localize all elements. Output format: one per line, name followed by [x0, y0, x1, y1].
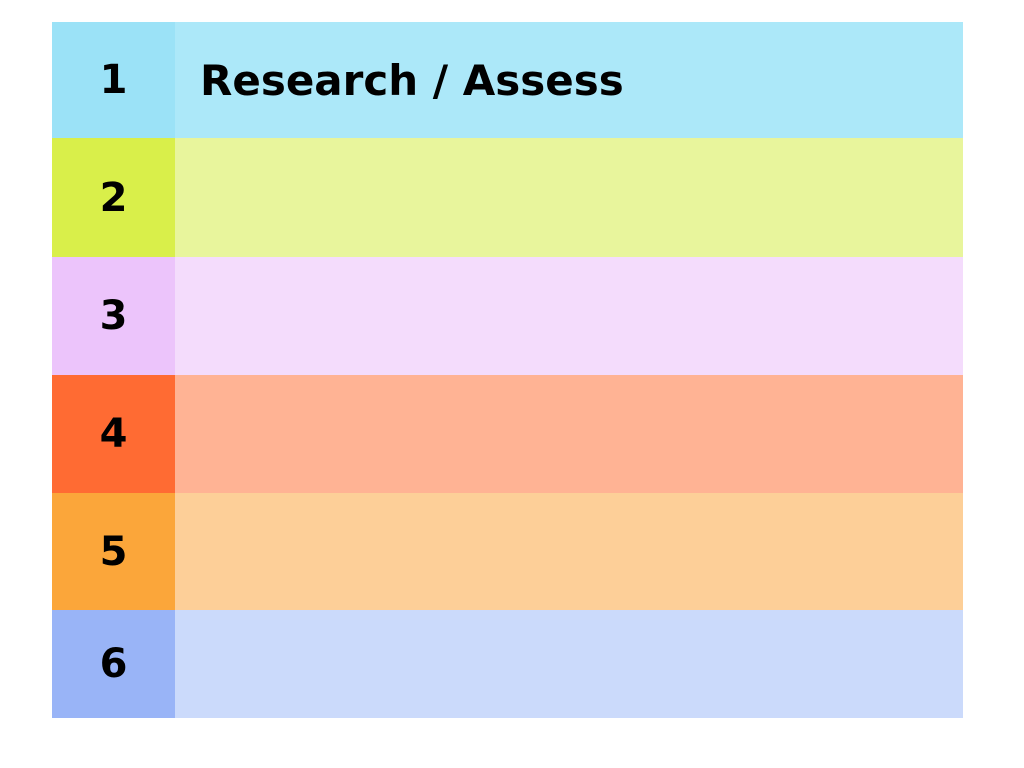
step-row: 5: [52, 493, 963, 610]
step-number: 1: [52, 22, 175, 138]
step-number: 2: [52, 138, 175, 257]
step-number: 6: [52, 610, 175, 718]
step-row: 6: [52, 610, 963, 718]
step-row: 3: [52, 257, 963, 375]
step-label: [175, 375, 963, 493]
step-row: 2: [52, 138, 963, 257]
step-label: [175, 138, 963, 257]
step-label: [175, 493, 963, 610]
step-row: 1 Research / Assess: [52, 22, 963, 138]
step-row: 4: [52, 375, 963, 493]
step-label: [175, 610, 963, 718]
step-number: 5: [52, 493, 175, 610]
step-number: 4: [52, 375, 175, 493]
step-number: 3: [52, 257, 175, 375]
step-label: Research / Assess: [175, 22, 963, 138]
step-label: [175, 257, 963, 375]
step-list: 1 Research / Assess 2 3 4 5 6: [52, 22, 963, 718]
